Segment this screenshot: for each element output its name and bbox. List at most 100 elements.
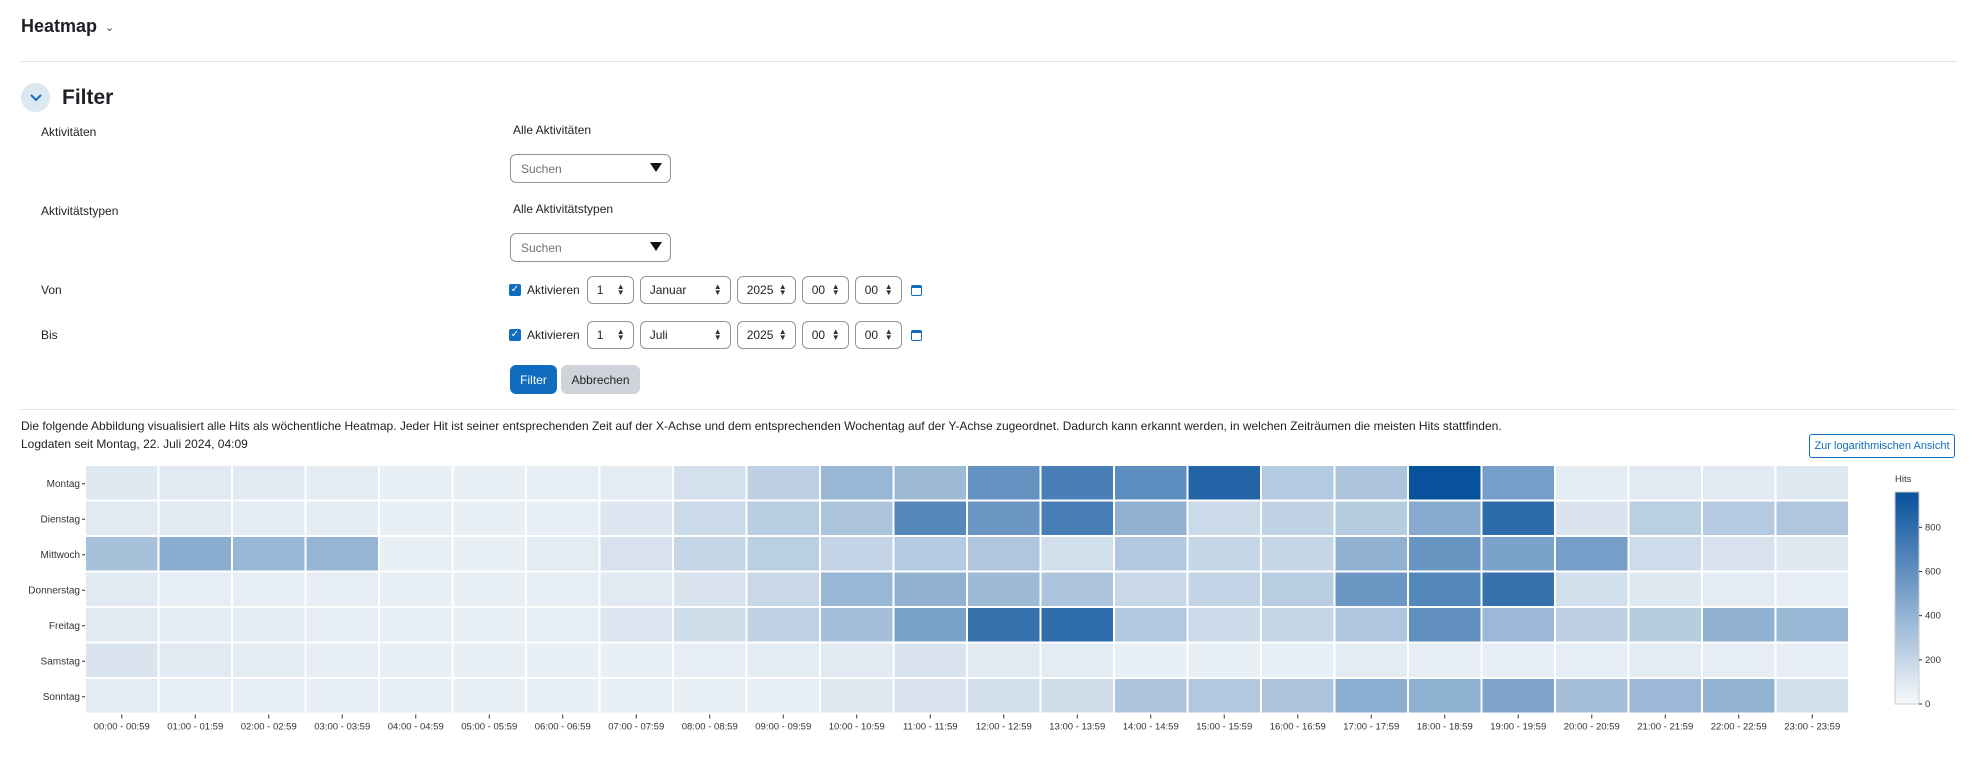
heatmap-cell[interactable] (1115, 466, 1187, 500)
heatmap-cell[interactable] (1629, 608, 1702, 642)
heatmap-cell[interactable] (894, 643, 967, 678)
heatmap-cell[interactable] (674, 537, 746, 571)
heatmap-cell[interactable] (1115, 501, 1187, 536)
heatmap-cell[interactable] (821, 501, 893, 536)
heatmap-cell[interactable] (1409, 643, 1481, 678)
heatmap-cell[interactable] (747, 643, 820, 678)
heatmap-cell[interactable] (233, 679, 305, 713)
heatmap-cell[interactable] (821, 608, 893, 642)
collapse-filter-button[interactable] (21, 83, 50, 112)
from-minute-select[interactable]: 00 ▲ ▼ (854, 276, 902, 304)
heatmap-cell[interactable] (1188, 608, 1261, 642)
heatmap-cell[interactable] (86, 466, 158, 500)
heatmap-cell[interactable] (968, 537, 1040, 571)
heatmap-cell[interactable] (1115, 572, 1187, 607)
heatmap-cell[interactable] (233, 643, 305, 678)
activities-search-select[interactable]: Suchen (510, 154, 671, 183)
heatmap-cell[interactable] (1776, 537, 1849, 571)
to-month-select[interactable]: Juli ▲ ▼ (639, 321, 731, 349)
heatmap-cell[interactable] (1041, 679, 1114, 713)
log-view-button[interactable]: Zur logarithmischen Ansicht (1809, 434, 1955, 458)
heatmap-cell[interactable] (527, 643, 599, 678)
heatmap-cell[interactable] (1556, 643, 1628, 678)
heatmap-cell[interactable] (1262, 643, 1334, 678)
heatmap-cell[interactable] (674, 608, 746, 642)
heatmap-cell[interactable] (1482, 572, 1555, 607)
heatmap-cell[interactable] (968, 501, 1040, 536)
heatmap-cell[interactable] (600, 643, 673, 678)
heatmap-cell[interactable] (1703, 608, 1775, 642)
heatmap-cell[interactable] (1335, 537, 1408, 571)
heatmap-cell[interactable] (894, 608, 967, 642)
heatmap-cell[interactable] (1482, 466, 1555, 500)
heatmap-cell[interactable] (1703, 643, 1775, 678)
heatmap-cell[interactable] (86, 572, 158, 607)
heatmap-cell[interactable] (527, 501, 599, 536)
heatmap-cell[interactable] (600, 679, 673, 713)
heatmap-cell[interactable] (1115, 537, 1187, 571)
heatmap-cell[interactable] (453, 643, 526, 678)
heatmap-cell[interactable] (1335, 466, 1408, 500)
heatmap-cell[interactable] (1703, 537, 1775, 571)
heatmap-cell[interactable] (821, 679, 893, 713)
heatmap-cell[interactable] (1262, 679, 1334, 713)
heatmap-cell[interactable] (1041, 643, 1114, 678)
heatmap-cell[interactable] (600, 466, 673, 500)
filter-cancel-button[interactable]: Abbrechen (561, 365, 640, 394)
heatmap-cell[interactable] (894, 679, 967, 713)
heatmap-cell[interactable] (159, 679, 232, 713)
heatmap-cell[interactable] (1188, 501, 1261, 536)
heatmap-cell[interactable] (453, 466, 526, 500)
to-minute-select[interactable]: 00 ▲ ▼ (854, 321, 902, 349)
heatmap-cell[interactable] (821, 643, 893, 678)
heatmap-cell[interactable] (1409, 466, 1481, 500)
heatmap-cell[interactable] (1556, 608, 1628, 642)
heatmap-cell[interactable] (674, 643, 746, 678)
heatmap-cell[interactable] (1041, 572, 1114, 607)
heatmap-cell[interactable] (1482, 608, 1555, 642)
heatmap-cell[interactable] (1776, 466, 1849, 500)
heatmap-cell[interactable] (600, 572, 673, 607)
from-hour-select[interactable]: 00 ▲ ▼ (801, 276, 849, 304)
filter-submit-button[interactable]: Filter (510, 365, 557, 394)
heatmap-cell[interactable] (1188, 537, 1261, 571)
heatmap-cell[interactable] (1335, 643, 1408, 678)
heatmap-cell[interactable] (1115, 679, 1187, 713)
heatmap-cell[interactable] (380, 679, 452, 713)
heatmap-cell[interactable] (1409, 501, 1481, 536)
calendar-icon[interactable] (910, 329, 922, 341)
heatmap-cell[interactable] (1115, 608, 1187, 642)
heatmap-cell[interactable] (968, 643, 1040, 678)
heatmap-cell[interactable] (1262, 572, 1334, 607)
to-day-select[interactable]: 1 ▲ ▼ (586, 321, 634, 349)
heatmap-cell[interactable] (1629, 466, 1702, 500)
heatmap-cell[interactable] (1703, 466, 1775, 500)
heatmap-cell[interactable] (306, 466, 379, 500)
heatmap-cell[interactable] (1482, 643, 1555, 678)
heatmap-cell[interactable] (380, 501, 452, 536)
heatmap-cell[interactable] (1409, 537, 1481, 571)
heatmap-cell[interactable] (1776, 679, 1849, 713)
heatmap-cell[interactable] (1409, 572, 1481, 607)
heatmap-cell[interactable] (453, 608, 526, 642)
heatmap-cell[interactable] (1629, 501, 1702, 536)
heatmap-cell[interactable] (1262, 466, 1334, 500)
heatmap-cell[interactable] (453, 501, 526, 536)
heatmap-cell[interactable] (968, 679, 1040, 713)
heatmap-cell[interactable] (1041, 466, 1114, 500)
heatmap-cell[interactable] (1629, 643, 1702, 678)
heatmap-cell[interactable] (674, 501, 746, 536)
heatmap-cell[interactable] (380, 466, 452, 500)
heatmap-cell[interactable] (306, 608, 379, 642)
heatmap-cell[interactable] (86, 501, 158, 536)
heatmap-cell[interactable] (1482, 537, 1555, 571)
heatmap-cell[interactable] (1041, 537, 1114, 571)
from-month-select[interactable]: Januar ▲ ▼ (639, 276, 731, 304)
heatmap-cell[interactable] (1482, 679, 1555, 713)
heatmap-cell[interactable] (1335, 501, 1408, 536)
heatmap-cell[interactable] (1703, 572, 1775, 607)
to-enable-checkbox[interactable]: ✓ (509, 329, 521, 341)
heatmap-cell[interactable] (1776, 572, 1849, 607)
heatmap-cell[interactable] (86, 608, 158, 642)
heatmap-cell[interactable] (453, 572, 526, 607)
